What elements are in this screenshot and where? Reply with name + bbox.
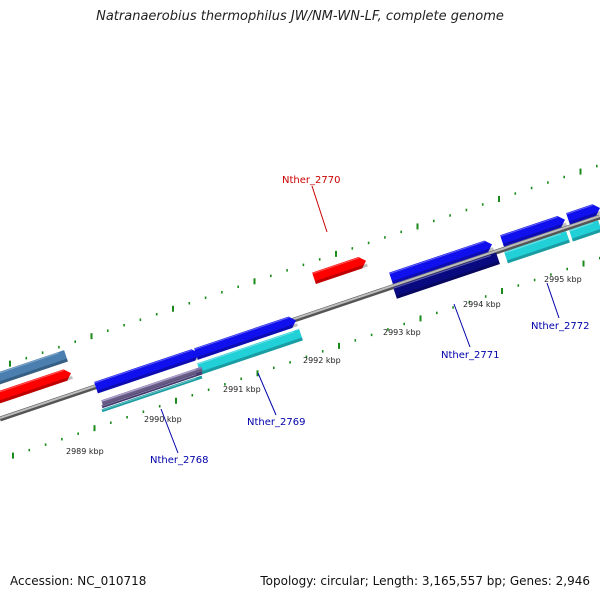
gene-purple-2 [101, 371, 203, 409]
callout-line [311, 185, 328, 233]
outer-tick-track [9, 164, 598, 367]
gene-nther-2770 [312, 257, 368, 284]
callout-line [160, 408, 179, 454]
gene-blue-1 [94, 349, 201, 394]
scale-tick-label: 2995 kbp [544, 275, 582, 284]
gene-cyan-1 [197, 328, 303, 375]
gene-callouts: Nther_2770 Nther_2768 Nther_2769 Nther_2771… [150, 175, 589, 466]
gene-blue-4 [500, 216, 567, 247]
tick-labels: 2989 kbp 2990 kbp 2991 kbp 2992 kbp 2993 kbp… [66, 275, 582, 456]
gene-navy-1 [393, 252, 500, 299]
gene-label: Nther_2771 [441, 350, 499, 361]
scale-tick-label: 2993 kbp [383, 328, 421, 337]
scale-tick-label: 2991 kbp [223, 385, 261, 394]
callout-line [453, 303, 471, 348]
gene-red-left [0, 369, 73, 405]
scale-tick-label: 2992 kbp [303, 356, 341, 365]
gene-label: Nther_2768 [150, 455, 208, 466]
gene-blue-5 [566, 204, 600, 225]
gene-features [0, 204, 600, 413]
scale-tick-label: 2994 kbp [463, 300, 501, 309]
map-title: Natranaerobius thermophilus JW/NM-WN-LF,… [96, 9, 504, 24]
genome-backbone [0, 214, 600, 422]
gene-cyan-3 [504, 231, 570, 264]
callout-line [546, 282, 560, 319]
gene-label: Nther_2772 [531, 321, 589, 332]
gene-blue-3 [389, 240, 494, 285]
gene-cyan-4 [569, 220, 600, 242]
gene-blue-2 [194, 316, 298, 360]
callout-line [257, 372, 277, 416]
genome-summary: Topology: circular; Length: 3,165,557 bp… [260, 574, 590, 588]
gene-cyan-2 [101, 375, 203, 413]
gene-label: Nther_2769 [247, 417, 305, 428]
accession-label: Accession: NC_010718 [10, 574, 147, 588]
gene-purple-1 [101, 366, 203, 406]
inner-tick-track [12, 256, 600, 459]
scale-tick-label: 2990 kbp [144, 415, 182, 424]
gene-label: Nther_2770 [282, 175, 340, 186]
gene-steel-left [0, 350, 68, 386]
scale-tick-label: 2989 kbp [66, 447, 104, 456]
